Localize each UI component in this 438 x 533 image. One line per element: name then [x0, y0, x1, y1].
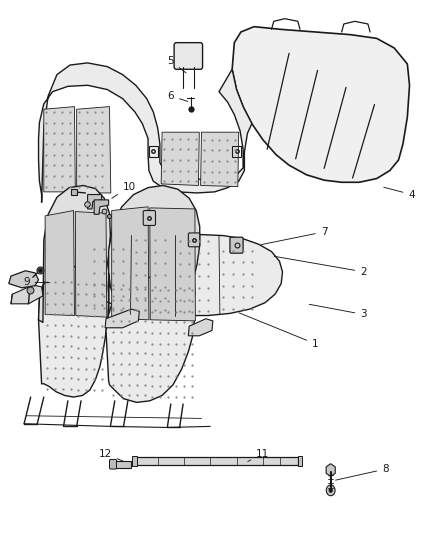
FancyBboxPatch shape: [174, 43, 202, 69]
Polygon shape: [77, 107, 111, 193]
Circle shape: [326, 485, 335, 496]
Text: 5: 5: [167, 56, 186, 73]
FancyBboxPatch shape: [110, 459, 117, 469]
Bar: [298, 456, 302, 466]
Text: 2: 2: [274, 256, 367, 277]
Text: 12: 12: [99, 449, 124, 462]
Polygon shape: [150, 208, 195, 321]
FancyBboxPatch shape: [188, 233, 200, 247]
Polygon shape: [161, 132, 199, 185]
Bar: [232, 146, 241, 157]
Text: 11: 11: [248, 449, 269, 462]
Text: 6: 6: [167, 91, 188, 101]
Text: 4: 4: [384, 187, 415, 199]
Polygon shape: [45, 211, 74, 316]
FancyBboxPatch shape: [230, 237, 243, 253]
Polygon shape: [94, 200, 109, 214]
Polygon shape: [136, 457, 298, 465]
Polygon shape: [39, 266, 107, 397]
Polygon shape: [201, 132, 239, 187]
Polygon shape: [39, 185, 110, 322]
Text: 9: 9: [23, 278, 50, 287]
Polygon shape: [11, 285, 43, 304]
Polygon shape: [113, 461, 131, 468]
Circle shape: [329, 488, 332, 492]
Text: 10: 10: [112, 182, 136, 198]
Text: 1: 1: [239, 313, 319, 349]
Polygon shape: [39, 63, 252, 203]
Polygon shape: [106, 277, 194, 402]
FancyBboxPatch shape: [143, 211, 155, 225]
Bar: [132, 456, 137, 466]
Text: 3: 3: [309, 304, 367, 319]
Polygon shape: [75, 212, 107, 317]
Polygon shape: [188, 319, 213, 336]
Polygon shape: [112, 207, 149, 320]
Polygon shape: [232, 27, 410, 182]
Polygon shape: [105, 309, 139, 328]
Polygon shape: [85, 235, 283, 316]
Polygon shape: [44, 107, 75, 192]
Polygon shape: [9, 271, 39, 288]
Polygon shape: [88, 195, 102, 209]
Text: 7: 7: [261, 227, 328, 245]
Text: 8: 8: [336, 464, 389, 480]
Bar: [149, 146, 158, 157]
Polygon shape: [109, 185, 200, 326]
